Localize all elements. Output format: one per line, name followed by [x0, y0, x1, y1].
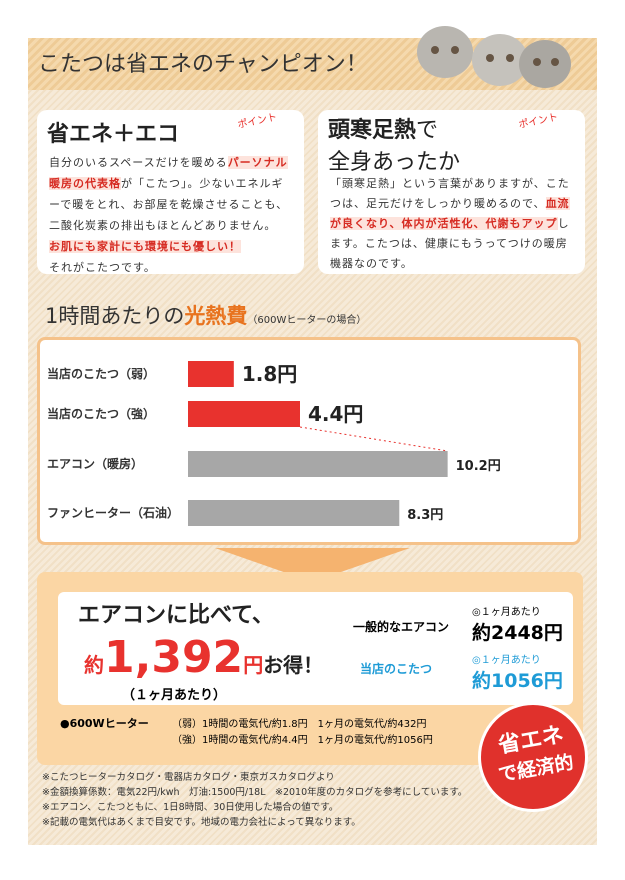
cats-illustration — [417, 26, 571, 88]
highlight: お肌にも家計にも環境にも優しい！ — [49, 240, 241, 253]
category-label: エアコン（暖房） — [47, 456, 143, 471]
category-label: 当店のこたつ（弱） — [47, 366, 155, 381]
text: 自分のいるスペースだけを暖める — [49, 156, 228, 169]
bar — [188, 361, 234, 387]
text: 「頭寒足熱」という言葉がありますが、こたつは、足元だけをしっかり暖めるので、 — [330, 177, 570, 210]
comparison-period: （１ヶ月あたり） — [122, 688, 227, 703]
text: （600Wヒーターの場合） — [247, 315, 367, 326]
panel-health: 頭寒足熱で 全身あったか ポイント 「頭寒足熱」という言葉がありますが、こたつは、… — [318, 110, 585, 274]
comparison-amount: 約1,392円お得！ — [84, 632, 323, 683]
text: 1時間あたりの — [45, 304, 185, 328]
text: が「こたつ」。少ないエネルギーで暖をとれ、お部屋を乾燥させることも、二酸化炭素の… — [49, 177, 289, 232]
item-note: ◎１ヶ月あたり — [472, 607, 541, 618]
text: で — [416, 118, 439, 143]
header-title: こたつは省エネのチャンピオン！ — [38, 52, 368, 77]
arrow — [215, 548, 410, 582]
item-price: 約2448円 — [472, 622, 563, 644]
value-label: 1.8円 — [242, 362, 297, 386]
value-label: 10.2円 — [456, 459, 501, 474]
text: します。こたつは、健康にもうってつけの暖房機器なのです。 — [330, 217, 570, 270]
comparison-inner — [58, 592, 573, 705]
text: （弱）1時間の電気代/約1.8円 — [172, 719, 308, 730]
value-label: 4.4円 — [308, 402, 363, 426]
panel-body: 「頭寒足熱」という言葉がありますが、こたつは、足元だけをしっかり暖めるので、血流… — [330, 174, 570, 274]
text: 約 — [84, 653, 104, 677]
bar — [188, 500, 400, 526]
text: 光熱費 — [184, 304, 248, 328]
panel-title: 頭寒足熱で全身あったか — [328, 112, 460, 176]
connector — [299, 426, 448, 452]
text: 全身あったか — [328, 150, 461, 175]
text: それがこたつです。 — [49, 261, 156, 274]
value-label: 8.3円 — [407, 508, 443, 523]
category-label: ファンヒーター（石油） — [47, 505, 179, 520]
text: （強）1時間の電気代/約4.4円 — [172, 735, 308, 746]
spec-label: ●600Wヒーター — [60, 717, 149, 730]
panel-eco: 省エネ＋エコ ポイント 自分のいるスペースだけを暖めるパーソナル暖房の代表格が「… — [37, 110, 304, 274]
panel-title: 省エネ＋エコ — [47, 122, 180, 147]
category-label: 当店のこたつ（強） — [47, 406, 155, 421]
text: お得！ — [263, 653, 324, 677]
panel-body: 自分のいるスペースだけを暖めるパーソナル暖房の代表格が「こたつ」。少ないエネルギ… — [49, 152, 289, 278]
item-price: 約1056円 — [472, 670, 563, 692]
notes: ※こたつヒーターカタログ・電器店カタログ・東京ガスカタログより ※金額換算係数：電… — [42, 770, 467, 830]
item-note: ◎１ヶ月あたり — [472, 655, 541, 666]
spec-rows: （弱）1時間の電気代/約1.8円 1ヶ月の電気代/約432円 （強）1時間の電気代… — [172, 717, 433, 749]
text: 1ヶ月の電気代/約432円 — [317, 719, 427, 730]
note: ※エアコン、こたつともに、1日8時間、30日使用した場合の値です。 — [42, 802, 339, 813]
text: 1,392 — [104, 632, 244, 683]
note: ※金額換算係数：電気22円/kwh 灯油:1500円/18L ※2010年度のカ… — [42, 787, 468, 798]
text: 1ヶ月の電気代/約1056円 — [317, 735, 433, 746]
comparison-lead: エアコンに比べて、 — [78, 603, 275, 628]
text: 頭寒足熱 — [328, 118, 417, 143]
text: 円 — [243, 653, 264, 677]
item-name: 当店のこたつ — [360, 662, 433, 676]
note: ※記載の電気代はあくまで目安です。地域の電力会社によって異なります。 — [42, 817, 361, 828]
bar — [188, 401, 300, 427]
note: ※こたつヒーターカタログ・電器店カタログ・東京ガスカタログより — [42, 772, 335, 783]
bar — [188, 451, 448, 477]
item-name: 一般的なエアコン — [353, 620, 450, 634]
chart-title: 1時間あたりの光熱費（600Wヒーターの場合） — [45, 300, 366, 330]
badge — [478, 702, 588, 812]
